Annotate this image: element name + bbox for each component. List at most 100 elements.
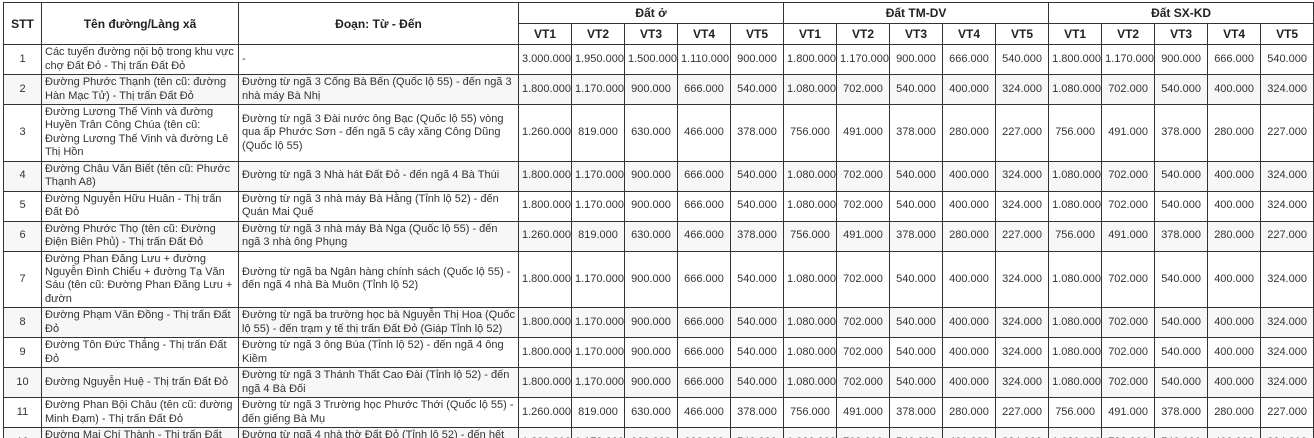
price-cell-dat-o-vt2: 1.170.000 [571, 337, 625, 369]
price-cell-dat-tmdv-vt5: 324.000 [995, 190, 1050, 222]
price-cell-dat-tmdv-vt1: 1.080.000 [783, 190, 838, 222]
price-cell-dat-tmdv-vt3: 900.000 [889, 44, 944, 75]
segment-cell: Đường từ ngã 3 Thánh Thất Cao Đài (Tỉnh … [238, 367, 519, 399]
price-cell-dat-sxkd-vt5: 324.000 [1260, 190, 1314, 222]
subcol-header-dat-sx-kd-vt1: VT1 [1048, 23, 1103, 45]
price-cell-dat-o-vt1: 1.800.000 [518, 427, 572, 438]
price-cell-dat-sxkd-vt1: 1.080.000 [1048, 337, 1103, 369]
price-cell-dat-tmdv-vt3: 540.000 [889, 160, 944, 192]
subcol-header-dat-o-vt1: VT1 [518, 23, 572, 45]
price-cell-dat-o-vt3: 900.000 [624, 74, 678, 105]
price-cell-dat-sxkd-vt3: 900.000 [1154, 44, 1209, 75]
price-cell-dat-sxkd-vt4: 280.000 [1207, 104, 1262, 162]
price-cell-dat-tmdv-vt1: 756.000 [783, 104, 838, 162]
segment-cell: Đường từ ngã 4 nhà thờ Đất Đỏ (Tỉnh lộ 5… [238, 427, 519, 438]
price-cell-dat-o-vt2: 1.170.000 [571, 190, 625, 222]
price-cell-dat-sxkd-vt1: 1.080.000 [1048, 367, 1103, 399]
price-cell-dat-sxkd-vt2: 491.000 [1101, 397, 1156, 429]
subcol-header-dat-o-vt4: VT4 [677, 23, 731, 45]
price-cell-dat-o-vt4: 666.000 [677, 250, 731, 309]
price-cell-dat-sxkd-vt4: 280.000 [1207, 397, 1262, 429]
price-cell-dat-tmdv-vt1: 1.080.000 [783, 337, 838, 369]
group-header-dat-sx-kd: Đất SX-KD [1048, 2, 1314, 24]
price-cell-dat-o-vt5: 540.000 [729, 190, 785, 222]
street-name-cell: Đường Nguyễn Hữu Huân - Thị trấn Đất Đỏ [41, 190, 239, 222]
subcol-header-dat-tm-dv-vt4: VT4 [942, 23, 997, 45]
segment-cell: Đường từ ngã 3 nhà máy Bà Nga (Quốc lộ 5… [238, 220, 519, 252]
price-cell-dat-sxkd-vt5: 324.000 [1260, 337, 1314, 369]
price-cell-dat-sxkd-vt2: 702.000 [1101, 367, 1156, 399]
price-cell-dat-sxkd-vt3: 540.000 [1154, 160, 1209, 192]
price-cell-dat-o-vt4: 466.000 [677, 220, 731, 252]
price-cell-dat-tmdv-vt1: 1.800.000 [783, 44, 838, 75]
price-cell-dat-tmdv-vt1: 1.080.000 [783, 250, 838, 309]
price-cell-dat-o-vt3: 900.000 [624, 190, 678, 222]
price-cell-dat-sxkd-vt5: 227.000 [1260, 220, 1314, 252]
row-number-cell: 4 [3, 160, 42, 192]
price-cell-dat-sxkd-vt1: 1.800.000 [1048, 44, 1103, 75]
row-number-cell: 6 [3, 220, 42, 252]
price-cell-dat-tmdv-vt1: 1.080.000 [783, 160, 838, 192]
street-name-cell: Đường Tôn Đức Thắng - Thị trấn Đất Đỏ [41, 337, 239, 369]
column-header-segment: Đoạn: Từ - Đến [238, 2, 519, 45]
price-cell-dat-o-vt1: 3.000.000 [518, 44, 572, 75]
subcol-header-dat-sx-kd-vt5: VT5 [1260, 23, 1314, 45]
price-cell-dat-tmdv-vt2: 702.000 [836, 160, 891, 192]
price-cell-dat-sxkd-vt5: 540.000 [1260, 44, 1314, 75]
subcol-header-dat-o-vt3: VT3 [624, 23, 678, 45]
price-cell-dat-o-vt4: 666.000 [677, 427, 731, 438]
price-cell-dat-o-vt1: 1.260.000 [518, 397, 572, 429]
price-cell-dat-o-vt4: 666.000 [677, 190, 731, 222]
street-name-cell: Đường Lương Thế Vinh và đường Huyền Trân… [41, 104, 239, 162]
price-cell-dat-o-vt2: 1.170.000 [571, 160, 625, 192]
price-cell-dat-sxkd-vt3: 540.000 [1154, 190, 1209, 222]
street-name-cell: Đường Phan Bội Châu (tên cũ: đường Minh … [41, 397, 239, 429]
price-cell-dat-o-vt3: 900.000 [624, 250, 678, 309]
price-cell-dat-tmdv-vt5: 324.000 [995, 337, 1050, 369]
price-cell-dat-tmdv-vt5: 227.000 [995, 220, 1050, 252]
price-cell-dat-sxkd-vt5: 324.000 [1260, 250, 1314, 309]
segment-cell: Đường từ ngã ba Ngân hàng chính sách (Qu… [238, 250, 519, 309]
table-row: 9 Đường Tôn Đức Thắng - Thị trấn Đất Đỏ Đư… [3, 337, 1314, 369]
price-cell-dat-o-vt4: 666.000 [677, 307, 731, 339]
price-cell-dat-tmdv-vt3: 540.000 [889, 74, 944, 105]
price-cell-dat-tmdv-vt4: 400.000 [942, 74, 997, 105]
price-cell-dat-o-vt3: 900.000 [624, 337, 678, 369]
price-cell-dat-o-vt3: 900.000 [624, 307, 678, 339]
price-cell-dat-o-vt5: 540.000 [729, 367, 785, 399]
price-cell-dat-o-vt1: 1.800.000 [518, 337, 572, 369]
price-cell-dat-tmdv-vt3: 540.000 [889, 367, 944, 399]
price-cell-dat-tmdv-vt5: 324.000 [995, 427, 1050, 438]
price-cell-dat-sxkd-vt2: 702.000 [1101, 74, 1156, 105]
group-header-dat-tm-dv: Đất TM-DV [783, 2, 1050, 24]
price-cell-dat-o-vt1: 1.260.000 [518, 220, 572, 252]
price-cell-dat-o-vt2: 819.000 [571, 104, 625, 162]
price-cell-dat-tmdv-vt5: 324.000 [995, 367, 1050, 399]
price-cell-dat-tmdv-vt4: 400.000 [942, 427, 997, 438]
price-cell-dat-tmdv-vt3: 540.000 [889, 250, 944, 309]
price-cell-dat-o-vt5: 540.000 [729, 250, 785, 309]
price-cell-dat-tmdv-vt1: 1.080.000 [783, 427, 838, 438]
street-name-cell: Đường Nguyễn Huệ - Thị trấn Đất Đỏ [41, 367, 239, 399]
table-row: 12Đường Mai Chí Thành - Thị trấn Đất ĐỏĐ… [3, 427, 1314, 438]
price-cell-dat-tmdv-vt1: 1.080.000 [783, 74, 838, 105]
street-name-cell: Đường Phan Đăng Lưu + đường Nguyễn Đình … [41, 250, 239, 309]
price-cell-dat-tmdv-vt5: 227.000 [995, 397, 1050, 429]
price-cell-dat-tmdv-vt4: 400.000 [942, 250, 997, 309]
price-cell-dat-tmdv-vt2: 1.170.000 [836, 44, 891, 75]
subcol-header-dat-tm-dv-vt2: VT2 [836, 23, 891, 45]
segment-cell: Đường từ ngã 3 Nhà hát Đất Đỏ - đến ngã … [238, 160, 519, 192]
price-cell-dat-sxkd-vt5: 227.000 [1260, 397, 1314, 429]
price-cell-dat-o-vt2: 1.170.000 [571, 250, 625, 309]
subcol-header-dat-tm-dv-vt5: VT5 [995, 23, 1050, 45]
segment-cell: Đường từ ngã 3 nhà máy Bà Hằng (Tỉnh lộ … [238, 190, 519, 222]
price-cell-dat-sxkd-vt5: 227.000 [1260, 104, 1314, 162]
price-cell-dat-tmdv-vt2: 491.000 [836, 104, 891, 162]
price-cell-dat-o-vt4: 666.000 [677, 74, 731, 105]
price-cell-dat-o-vt2: 819.000 [571, 397, 625, 429]
price-cell-dat-tmdv-vt2: 702.000 [836, 337, 891, 369]
row-number-cell: 11 [3, 397, 42, 429]
price-cell-dat-tmdv-vt5: 324.000 [995, 74, 1050, 105]
price-cell-dat-sxkd-vt4: 280.000 [1207, 220, 1262, 252]
segment-cell: Đường từ ngã 3 Cống Bà Bến (Quốc lộ 55) … [238, 74, 519, 105]
